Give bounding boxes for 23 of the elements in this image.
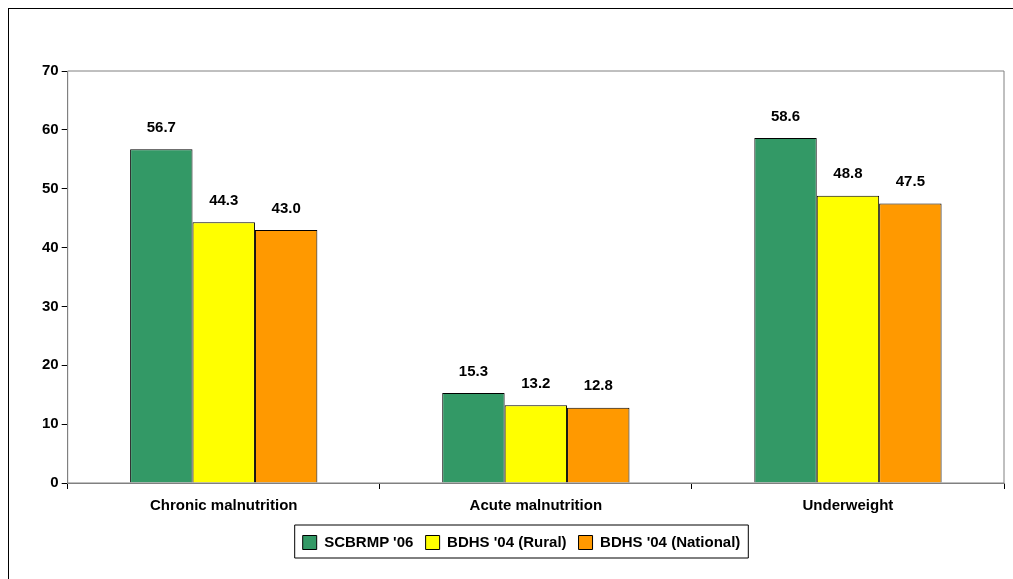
data-label: 58.6: [770, 106, 801, 124]
legend-label: BDHS '04 (Rural): [447, 532, 567, 550]
y-tick-label: 70: [42, 61, 59, 79]
y-tick-label: 0: [50, 473, 59, 491]
data-label: 43.0: [271, 198, 301, 216]
data-label: 47.5: [895, 172, 925, 190]
data-label: 15.3: [458, 361, 489, 379]
data-label: 56.7: [146, 117, 176, 135]
legend-label: BDHS '04 (National): [600, 532, 741, 550]
data-label: 48.8: [833, 164, 863, 182]
legend-label: SCBRMP '06: [324, 532, 414, 550]
y-tick-label: 40: [42, 237, 59, 255]
x-tick-label: Underweight: [802, 496, 894, 514]
y-tick-label: 20: [42, 355, 59, 373]
y-tick-label: 10: [42, 414, 59, 432]
data-label: 44.3: [209, 190, 239, 208]
data-label: 12.8: [583, 376, 613, 394]
y-tick-label: 50: [42, 178, 59, 196]
y-tick-label: 60: [42, 120, 59, 137]
y-tick-label: 30: [42, 296, 59, 314]
x-tick-label: Acute malnutrition: [469, 496, 603, 514]
data-label: 13.2: [521, 373, 551, 391]
x-tick-label: Chronic malnutrition: [149, 496, 298, 514]
